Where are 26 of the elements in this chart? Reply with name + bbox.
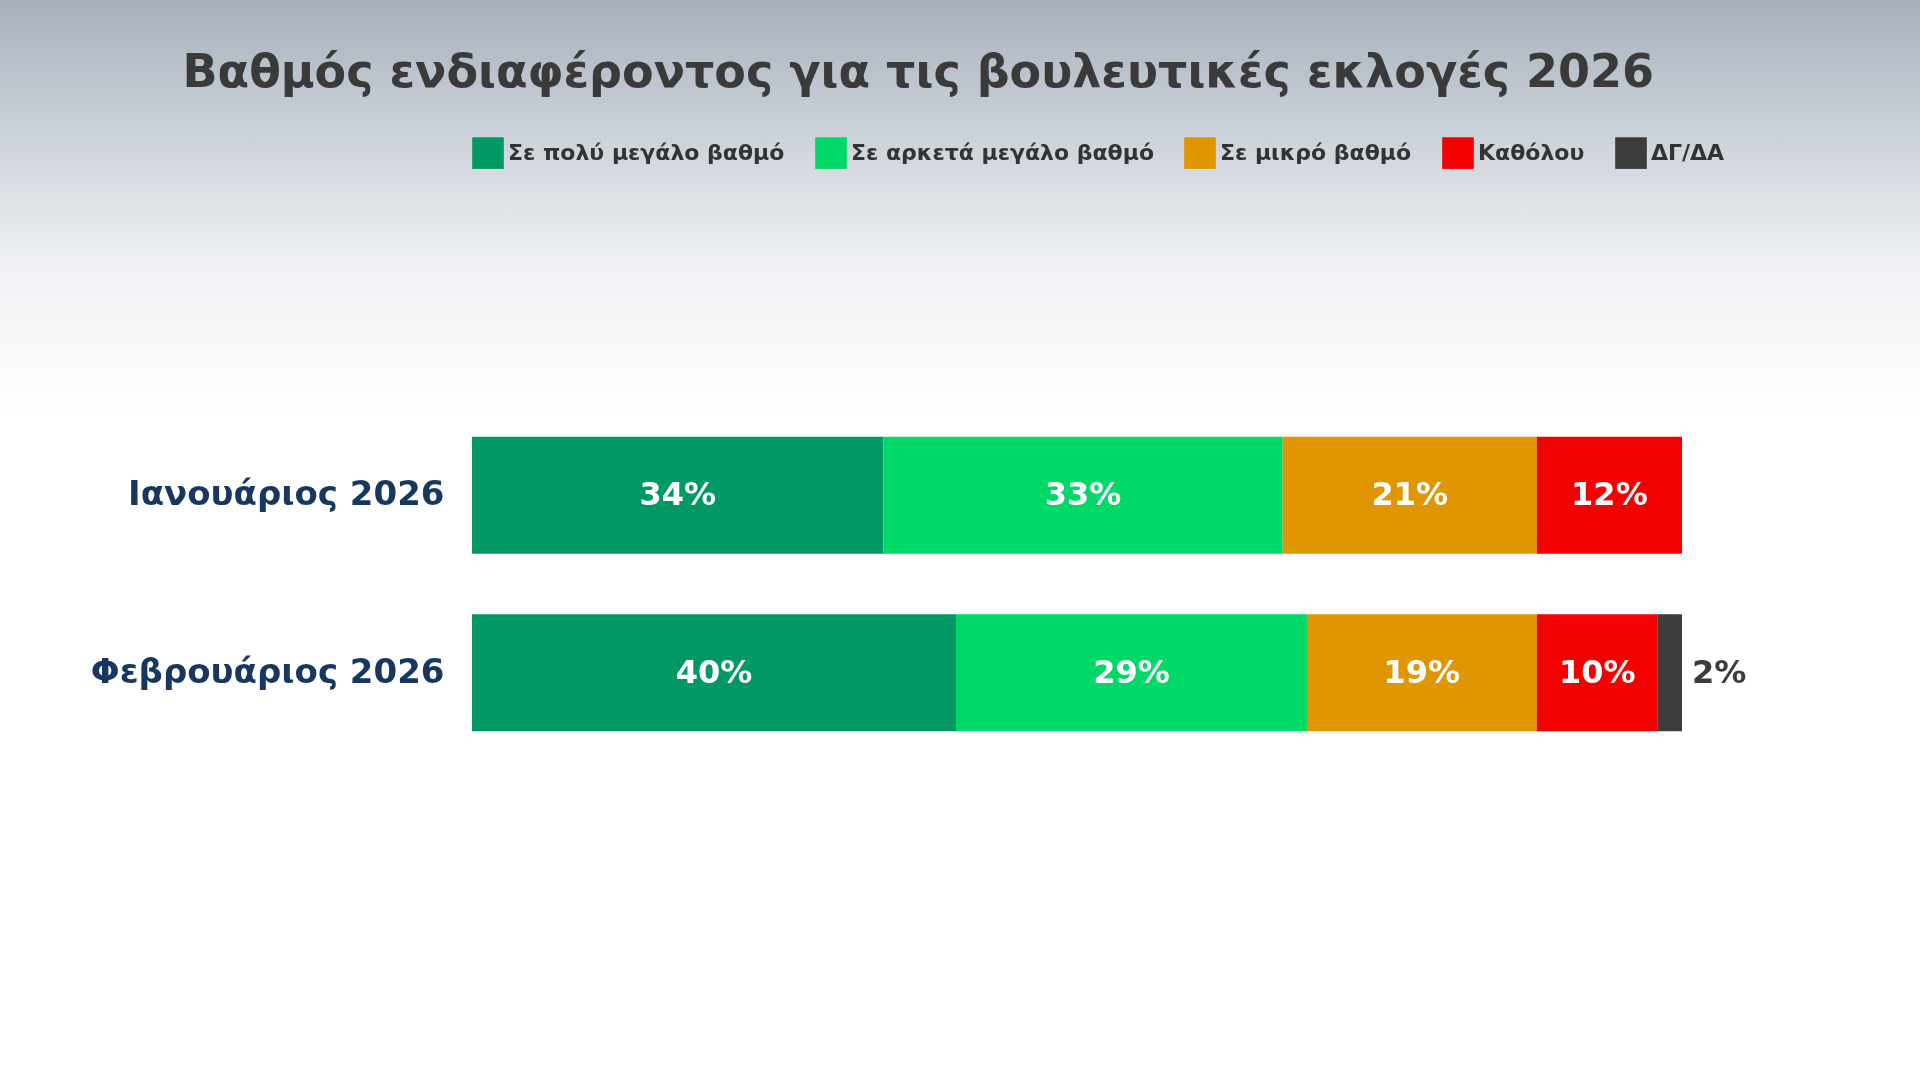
bar xyxy=(1282,436,1537,554)
data-label: 19% xyxy=(1383,652,1461,691)
bar xyxy=(472,614,956,732)
legend-label: Σε μικρό βαθμό xyxy=(1220,140,1412,166)
y-tick-label: Φεβρουάριος 2026 xyxy=(90,650,445,691)
legend-label: Σε αρκετά μεγάλο βαθμό xyxy=(851,140,1154,166)
chart-title: Βαθμός ενδιαφέροντος για τις βουλευτικές εκλογές 2026 xyxy=(182,44,1655,98)
y-tick-label: Ιανουάριος 2026 xyxy=(128,473,445,514)
data-label: 40% xyxy=(675,652,753,691)
data-label: 10% xyxy=(1559,652,1636,691)
legend-label: Καθόλου xyxy=(1478,140,1585,166)
data-label: 34% xyxy=(639,475,716,514)
legend-label: ΔΓ/ΔΑ xyxy=(1651,140,1725,166)
bar xyxy=(956,614,1307,732)
bar xyxy=(883,436,1283,554)
bar xyxy=(1306,614,1537,732)
bar xyxy=(1536,436,1682,554)
legend-label: Σε πολύ μεγάλο βαθμό xyxy=(508,140,785,166)
data-label: 29% xyxy=(1093,652,1170,691)
data-label: 12% xyxy=(1571,475,1648,514)
bar xyxy=(1536,614,1658,732)
data-label: 2% xyxy=(1692,652,1747,691)
bar xyxy=(472,436,884,554)
data-label: 33% xyxy=(1044,475,1122,514)
bar xyxy=(1657,614,1682,732)
data-label: 21% xyxy=(1371,475,1449,514)
